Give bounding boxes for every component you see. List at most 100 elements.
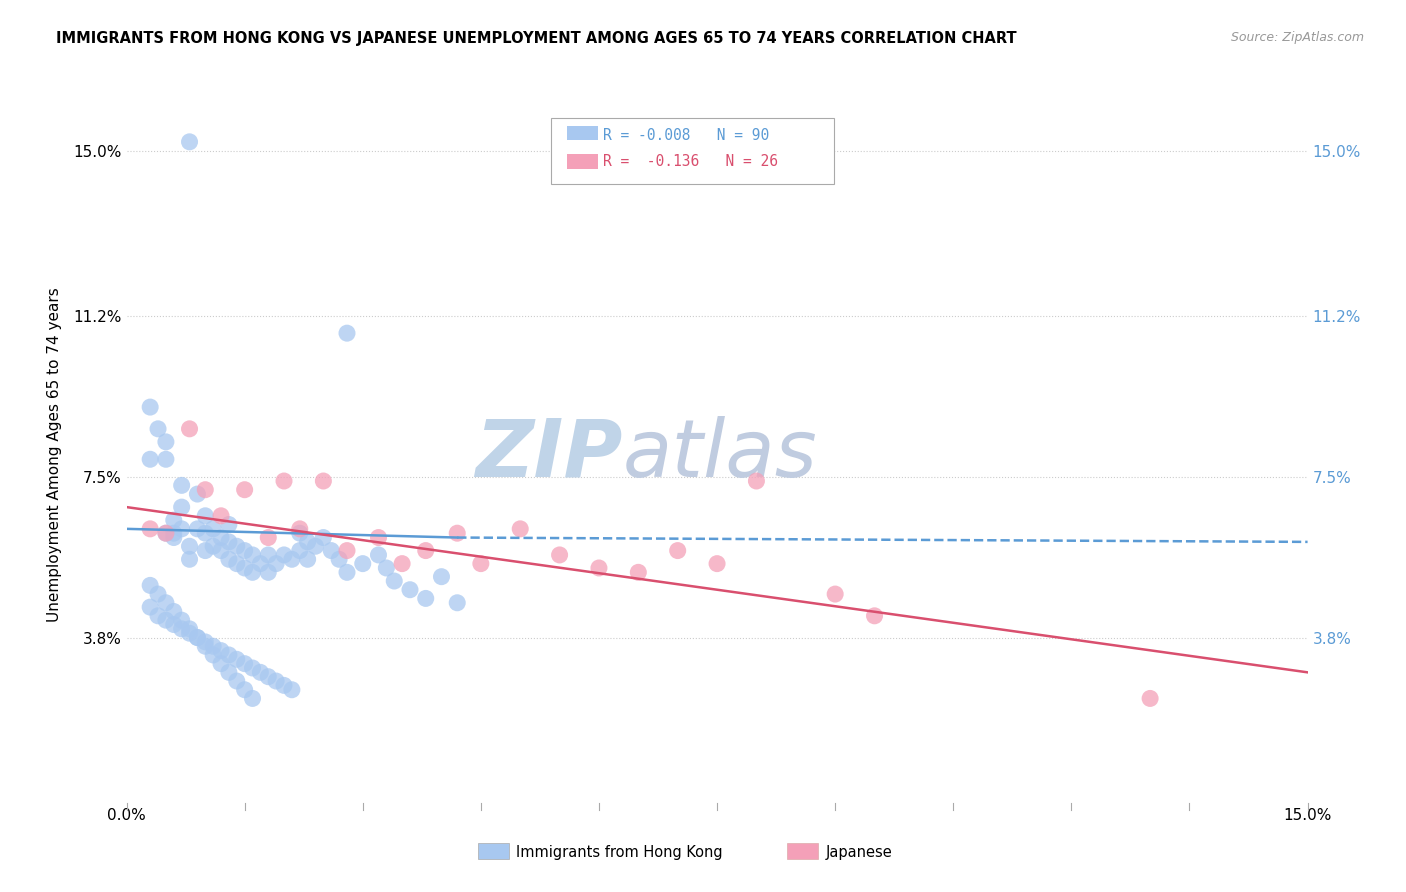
Point [273, 548, 295, 562]
Point [170, 522, 193, 536]
Y-axis label: Unemployment Among Ages 65 to 74 years: Unemployment Among Ages 65 to 74 years [48, 287, 62, 623]
Point [209, 508, 232, 523]
Point [218, 665, 240, 680]
Point [273, 678, 295, 692]
Point [257, 531, 280, 545]
Point [179, 135, 201, 149]
Point [139, 578, 162, 592]
Point [399, 582, 422, 597]
Point [391, 557, 413, 571]
Point [627, 566, 650, 580]
Point [155, 452, 177, 467]
Point [202, 648, 225, 662]
Point [218, 552, 240, 566]
Point [218, 648, 240, 662]
Point [242, 661, 264, 675]
Point [202, 539, 225, 553]
Point [588, 561, 610, 575]
Point [257, 548, 280, 562]
Point [139, 600, 162, 615]
Point [179, 552, 201, 566]
Text: Source: ZipAtlas.com: Source: ZipAtlas.com [1230, 31, 1364, 45]
Point [179, 622, 201, 636]
Point [1139, 691, 1161, 706]
Point [209, 657, 232, 671]
Point [328, 552, 350, 566]
Point [170, 478, 193, 492]
Point [415, 591, 437, 606]
Point [264, 674, 287, 689]
Point [194, 483, 217, 497]
Point [170, 622, 193, 636]
Point [155, 613, 177, 627]
Point [367, 548, 389, 562]
Point [336, 566, 359, 580]
Point [288, 526, 311, 541]
Point [264, 557, 287, 571]
Text: R = -0.008   N = 90: R = -0.008 N = 90 [603, 128, 769, 143]
Point [139, 400, 162, 414]
Point [194, 526, 217, 541]
Point [312, 474, 335, 488]
Point [281, 552, 304, 566]
Point [225, 557, 247, 571]
Text: R =  -0.136   N = 26: R = -0.136 N = 26 [603, 154, 778, 169]
Point [163, 617, 186, 632]
Point [548, 548, 571, 562]
Point [139, 522, 162, 536]
Point [202, 522, 225, 536]
Point [297, 535, 319, 549]
Point [352, 557, 374, 571]
Point [430, 570, 453, 584]
Point [257, 670, 280, 684]
Text: atlas: atlas [623, 416, 817, 494]
Point [155, 596, 177, 610]
Point [194, 639, 217, 653]
Point [225, 652, 247, 666]
Point [186, 631, 208, 645]
Point [218, 517, 240, 532]
Point [745, 474, 768, 488]
Point [146, 608, 169, 623]
Point [146, 422, 169, 436]
Point [242, 548, 264, 562]
Point [186, 631, 208, 645]
Point [202, 639, 225, 653]
Point [863, 608, 886, 623]
Text: IMMIGRANTS FROM HONG KONG VS JAPANESE UNEMPLOYMENT AMONG AGES 65 TO 74 YEARS COR: IMMIGRANTS FROM HONG KONG VS JAPANESE UN… [56, 31, 1017, 46]
Point [186, 522, 208, 536]
Point [194, 543, 217, 558]
Point [139, 452, 162, 467]
Point [163, 526, 186, 541]
Point [470, 557, 492, 571]
Point [288, 522, 311, 536]
Point [446, 596, 468, 610]
Point [336, 326, 359, 341]
Point [209, 643, 232, 657]
Point [155, 526, 177, 541]
Point [218, 535, 240, 549]
Point [367, 531, 389, 545]
Point [209, 531, 232, 545]
Point [249, 665, 271, 680]
Point [242, 691, 264, 706]
Point [242, 566, 264, 580]
Point [281, 682, 304, 697]
Point [509, 522, 531, 536]
Point [170, 613, 193, 627]
Point [249, 557, 271, 571]
Point [170, 500, 193, 514]
Point [706, 557, 728, 571]
Point [304, 539, 326, 553]
Point [273, 474, 295, 488]
Point [179, 539, 201, 553]
Point [257, 566, 280, 580]
Point [446, 526, 468, 541]
Text: Immigrants from Hong Kong: Immigrants from Hong Kong [516, 845, 723, 860]
Point [179, 626, 201, 640]
Point [194, 508, 217, 523]
Point [312, 531, 335, 545]
Point [225, 674, 247, 689]
Point [666, 543, 689, 558]
Point [297, 552, 319, 566]
